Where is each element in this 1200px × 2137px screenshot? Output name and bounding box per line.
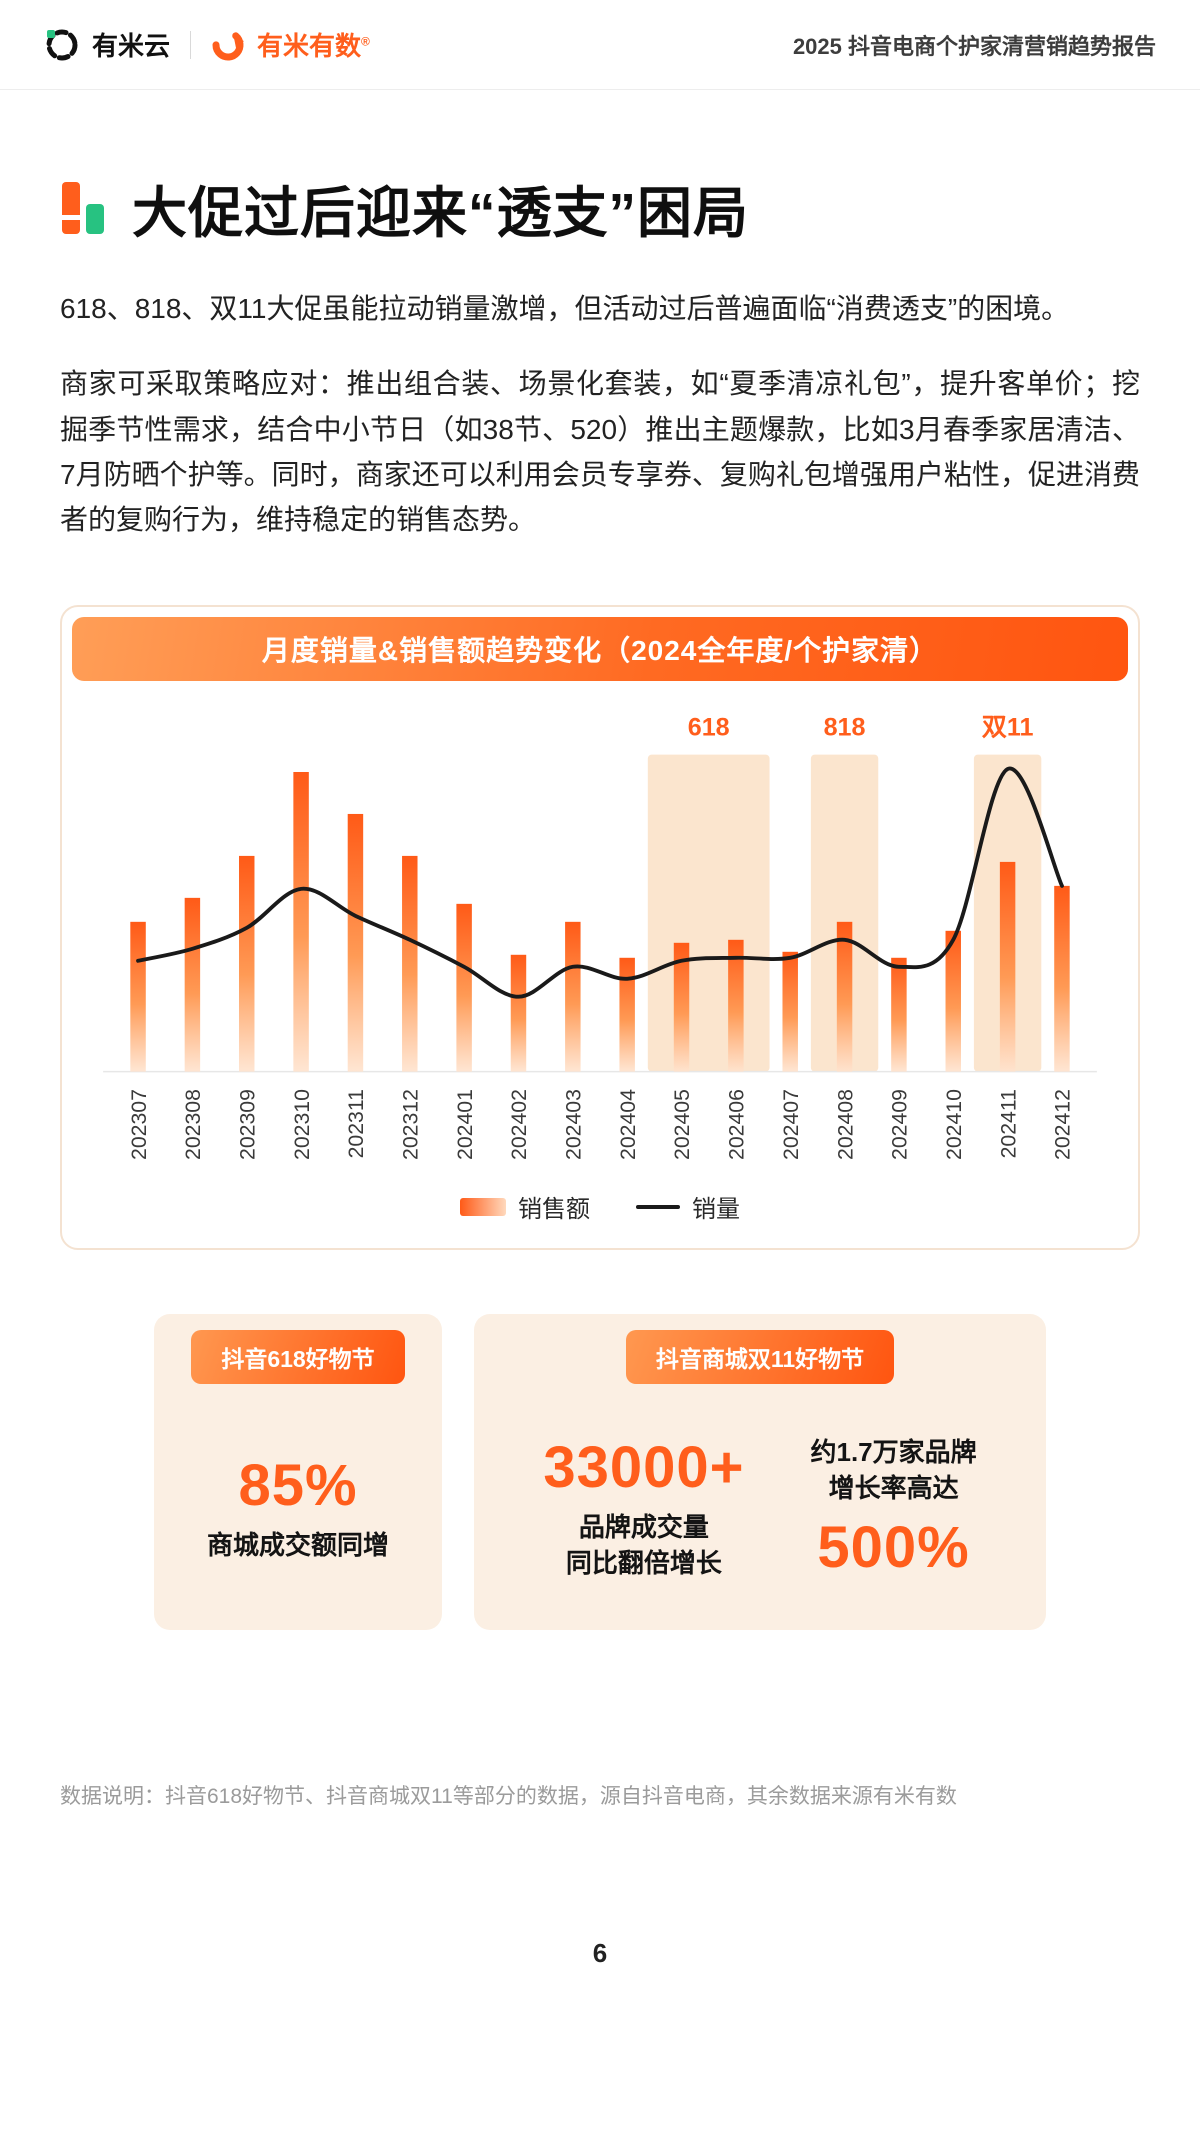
stat-card-double11: 抖音商城双11好物节 33000+ 品牌成交量 同比翻倍增长 约1.7万家品牌 … [474,1314,1046,1631]
stat-card-618-label: 抖音618好物节 [191,1330,405,1385]
svg-text:202405: 202405 [670,1089,694,1160]
stat-card-double11-label: 抖音商城双11好物节 [625,1330,895,1385]
trend-chart-card: 月度销量&销售额趋势变化（2024全年度/个护家清） 618 818 双11 2023… [60,604,1140,1251]
brand-separator [190,30,192,59]
report-title: 2025 抖音电商个护家清营销趋势报告 [792,33,1156,59]
stat-double11-brands-desc: 品牌成交量 同比翻倍增长 [565,1511,722,1578]
svg-text:双11: 双11 [982,713,1034,741]
stat-618-content: 85% 商城成交额同增 [189,1452,407,1563]
stat-card-618: 抖音618好物节 85% 商城成交额同增 [154,1314,442,1631]
stat-double11-growth-value: 500% [817,1515,970,1581]
chart-legend: 销售额 销量 [72,1189,1128,1224]
brand-name-youmi-youshu: 有米有数® [257,31,370,61]
stat-double11-left: 33000+ 品牌成交量 同比翻倍增长 [525,1434,762,1582]
stats-row: 抖音618好物节 85% 商城成交额同增 抖音商城双11好物节 33000+ 品… [60,1314,1140,1631]
stat-double11-growth-desc: 约1.7万家品牌 增长率高达 [810,1436,977,1503]
strategy-paragraph: 商家可采取策略应对：推出组合装、场景化套装，如“夏季清凉礼包”，提升客单价；挖掘… [60,368,1140,536]
sales-amount-swatch-icon [460,1197,506,1216]
svg-text:202311: 202311 [344,1089,368,1158]
svg-text:202411: 202411 [996,1089,1020,1158]
page-title: 大促过后迎来“透支”困局 [132,182,750,244]
youmi-cloud-logo-icon [44,27,80,63]
legend-item-sales-amount: 销售额 [460,1189,590,1224]
brand-name-youmi-cloud: 有米云 [92,31,171,61]
stat-double11-brands-value: 33000+ [543,1434,745,1500]
registered-mark: ® [361,34,370,49]
svg-text:202308: 202308 [181,1089,205,1160]
svg-text:202403: 202403 [562,1089,586,1160]
top-header: 有米云 有米有数® 2025 抖音电商个护家清营销趋势报告 [0,0,1200,90]
svg-text:202404: 202404 [616,1089,640,1160]
brand-area: 有米云 有米有数® [44,26,370,63]
svg-text:818: 818 [824,713,866,741]
legend-sales-amount-label: 销售额 [518,1196,590,1224]
svg-text:202406: 202406 [725,1089,749,1160]
stat-618-value: 85% [238,1452,358,1518]
youmi-youshu-logo-icon [211,28,245,62]
stat-double11-right: 约1.7万家品牌 增长率高达 500% [793,1434,995,1582]
svg-text:202410: 202410 [942,1089,966,1160]
intro-paragraph: 618、818、双11大促虽能拉动销量激增，但活动过后普遍面临“消费透支”的困境… [60,293,1070,324]
svg-text:202307: 202307 [127,1089,151,1160]
data-source-footnote: 数据说明：抖音618好物节、抖音商城双11等部分的数据，源自抖音电商，其余数据来… [60,1785,957,1809]
svg-text:202412: 202412 [1051,1089,1075,1160]
legend-item-sales-volume: 销量 [636,1189,740,1224]
svg-text:202312: 202312 [399,1089,423,1160]
svg-text:202309: 202309 [235,1089,259,1160]
chart-title: 月度销量&销售额趋势变化（2024全年度/个护家清） [72,616,1128,681]
stat-618-desc: 商城成交额同增 [206,1529,389,1560]
svg-text:202409: 202409 [888,1089,912,1160]
sales-volume-line-icon [636,1204,680,1209]
legend-sales-volume-label: 销量 [692,1196,740,1224]
page-number: 6 [592,1938,608,1969]
svg-text:202310: 202310 [290,1089,314,1160]
trend-chart-svg: 618 818 双11 202307 202308 202309 202310 202311 2… [103,713,1097,1160]
svg-text:618: 618 [688,713,730,741]
bar-chart-bullet-icon [60,180,108,236]
page-body: 大促过后迎来“透支”困局 618、818、双11大促虽能拉动销量激增，但活动过后… [0,168,1200,1631]
trend-chart: 618 818 双11 202307 202308 202309 202310 202311 2… [72,681,1128,1188]
section-title-row: 大促过后迎来“透支”困局 [60,168,1140,248]
svg-text:202408: 202408 [833,1089,857,1160]
svg-text:202401: 202401 [453,1089,477,1160]
svg-text:202407: 202407 [779,1089,803,1160]
svg-text:202402: 202402 [507,1089,531,1160]
